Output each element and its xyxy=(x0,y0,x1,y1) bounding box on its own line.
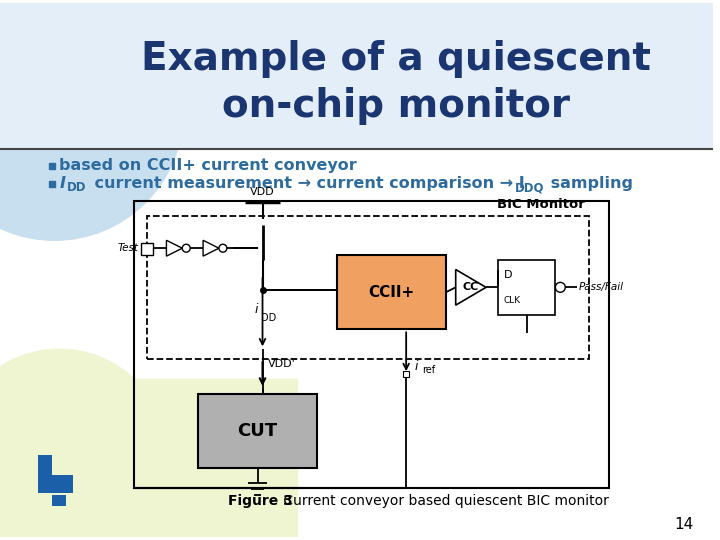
Text: Example of a quiescent: Example of a quiescent xyxy=(141,40,651,78)
Text: Test: Test xyxy=(117,243,139,253)
Text: CUT: CUT xyxy=(238,422,278,440)
Circle shape xyxy=(182,244,190,252)
FancyBboxPatch shape xyxy=(52,475,73,493)
FancyBboxPatch shape xyxy=(0,3,714,149)
Circle shape xyxy=(555,282,565,292)
Text: DD: DD xyxy=(68,181,87,194)
Text: current measurement → current comparison → I: current measurement → current comparison… xyxy=(89,177,525,191)
Text: 14: 14 xyxy=(674,517,693,532)
Text: Pass/Fail: Pass/Fail xyxy=(579,282,624,292)
Text: Current conveyor based quiescent BIC monitor: Current conveyor based quiescent BIC mon… xyxy=(279,494,609,508)
Text: VDD': VDD' xyxy=(267,359,295,369)
Polygon shape xyxy=(456,269,486,305)
Text: based on CCII+ current conveyor: based on CCII+ current conveyor xyxy=(60,158,357,173)
Circle shape xyxy=(0,349,168,540)
FancyBboxPatch shape xyxy=(337,255,446,329)
Text: D: D xyxy=(504,269,513,280)
Text: on-chip monitor: on-chip monitor xyxy=(222,87,570,125)
Text: CLK: CLK xyxy=(504,296,521,305)
Polygon shape xyxy=(203,240,219,256)
Text: CCII+: CCII+ xyxy=(368,285,415,300)
Text: BIC Monitor: BIC Monitor xyxy=(497,198,585,211)
Text: Figure 3: Figure 3 xyxy=(228,494,292,508)
Text: VDD: VDD xyxy=(251,187,275,197)
Text: ref: ref xyxy=(422,365,435,375)
Text: DDQ: DDQ xyxy=(515,181,544,194)
Text: CC: CC xyxy=(463,282,479,292)
FancyBboxPatch shape xyxy=(198,394,317,468)
FancyBboxPatch shape xyxy=(52,495,66,506)
Text: sampling: sampling xyxy=(545,177,633,191)
Polygon shape xyxy=(166,240,182,256)
FancyBboxPatch shape xyxy=(140,243,153,255)
Text: i: i xyxy=(414,360,418,373)
Text: i: i xyxy=(254,303,258,316)
Text: I: I xyxy=(60,177,66,191)
FancyBboxPatch shape xyxy=(498,260,555,315)
Circle shape xyxy=(219,244,227,252)
Text: DD: DD xyxy=(261,313,276,322)
Circle shape xyxy=(0,0,184,240)
Polygon shape xyxy=(0,379,297,537)
FancyBboxPatch shape xyxy=(37,455,52,493)
